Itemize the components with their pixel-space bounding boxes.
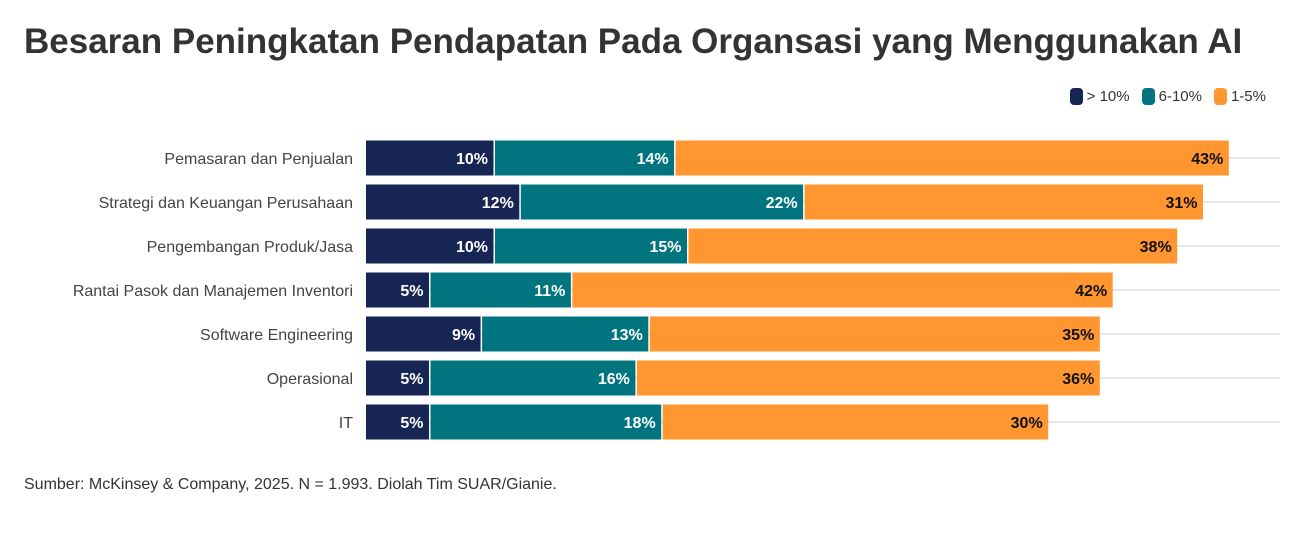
- bar-pemasaran-dan-penjualan-10[interactable]: [366, 140, 494, 176]
- value-label-pengembangan-produk-jasa-6-10: 15%: [649, 239, 681, 256]
- value-label-it-10: 5%: [400, 415, 423, 432]
- bar-it-1-5[interactable]: [662, 404, 1049, 440]
- bar-rantai-pasok-dan-manajemen-inventori-10[interactable]: [366, 272, 429, 308]
- legend-item-gt10[interactable]: > 10%: [1069, 88, 1130, 105]
- value-label-operasional-1-5: 36%: [1062, 371, 1094, 388]
- legend-item-6-10[interactable]: 6-10%: [1141, 88, 1202, 105]
- value-label-rantai-pasok-dan-manajemen-inventori-1-5: 42%: [1075, 283, 1107, 300]
- chart-title: Besaran Peningkatan Pendapatan Pada Orga…: [24, 22, 1243, 61]
- value-label-rantai-pasok-dan-manajemen-inventori-6-10: 11%: [534, 283, 565, 300]
- legend-swatch-1-5: [1213, 88, 1227, 105]
- bar-pemasaran-dan-penjualan-6-10[interactable]: [495, 140, 675, 176]
- value-label-strategi-dan-keuangan-perusahaan-6-10: 22%: [766, 195, 798, 212]
- bar-pengembangan-produk-jasa-10[interactable]: [366, 228, 494, 264]
- bar-rantai-pasok-dan-manajemen-inventori-6-10[interactable]: [430, 272, 571, 308]
- value-label-it-1-5: 30%: [1011, 415, 1043, 432]
- value-label-strategi-dan-keuangan-perusahaan-1-5: 31%: [1165, 195, 1197, 212]
- bar-pemasaran-dan-penjualan-1-5[interactable]: [675, 140, 1229, 176]
- bar-pengembangan-produk-jasa-6-10[interactable]: [495, 228, 687, 264]
- bar-rantai-pasok-dan-manajemen-inventori-1-5[interactable]: [572, 272, 1113, 308]
- bar-pengembangan-produk-jasa-1-5[interactable]: [688, 228, 1178, 264]
- legend-swatch-6-10: [1141, 88, 1155, 105]
- value-label-pemasaran-dan-penjualan-10: 10%: [456, 151, 488, 168]
- value-label-pengembangan-produk-jasa-1-5: 38%: [1140, 239, 1172, 256]
- value-label-pemasaran-dan-penjualan-1-5: 43%: [1191, 151, 1223, 168]
- stacked-bar-chart: Pemasaran dan Penjualan 10% 14% 43% Strategi…: [73, 140, 1280, 440]
- bar-operasional-1-5[interactable]: [636, 360, 1100, 396]
- value-label-pengembangan-produk-jasa-10: 10%: [456, 239, 488, 256]
- category-label-software-engineering: Software Engineering: [200, 327, 353, 344]
- value-label-pemasaran-dan-penjualan-6-10: 14%: [637, 151, 669, 168]
- legend-label-gt10: > 10%: [1086, 88, 1130, 105]
- bar-it-6-10[interactable]: [430, 404, 662, 440]
- bar-software-engineering-1-5[interactable]: [649, 316, 1100, 352]
- value-label-software-engineering-1-5: 35%: [1062, 327, 1094, 344]
- source-note: Sumber: McKinsey & Company, 2025. N = 1.…: [24, 476, 557, 493]
- bar-software-engineering-6-10[interactable]: [482, 316, 649, 352]
- category-label-it: IT: [339, 415, 353, 432]
- value-label-rantai-pasok-dan-manajemen-inventori-10: 5%: [400, 283, 423, 300]
- bar-strategi-dan-keuangan-perusahaan-1-5[interactable]: [804, 184, 1203, 220]
- value-label-operasional-10: 5%: [400, 371, 423, 388]
- bar-strategi-dan-keuangan-perusahaan-10[interactable]: [366, 184, 520, 220]
- category-label-strategi-dan-keuangan-perusahaan: Strategi dan Keuangan Perusahaan: [99, 195, 353, 212]
- value-label-it-6-10: 18%: [624, 415, 656, 432]
- bar-strategi-dan-keuangan-perusahaan-6-10[interactable]: [520, 184, 804, 220]
- category-label-pemasaran-dan-penjualan: Pemasaran dan Penjualan: [164, 151, 353, 168]
- bar-operasional-6-10[interactable]: [430, 360, 636, 396]
- value-label-strategi-dan-keuangan-perusahaan-10: 12%: [482, 195, 514, 212]
- category-label-rantai-pasok-dan-manajemen-inventori: Rantai Pasok dan Manajemen Inventori: [73, 283, 353, 300]
- bar-software-engineering-10[interactable]: [366, 316, 481, 352]
- bar-operasional-10[interactable]: [366, 360, 429, 396]
- legend-item-1-5[interactable]: 1-5%: [1213, 88, 1266, 105]
- value-label-software-engineering-6-10: 13%: [611, 327, 643, 344]
- legend: > 10% 6-10% 1-5%: [1069, 88, 1266, 105]
- bar-it-10[interactable]: [366, 404, 429, 440]
- category-label-operasional: Operasional: [267, 371, 353, 388]
- category-label-pengembangan-produk-jasa: Pengembangan Produk/Jasa: [147, 239, 353, 256]
- legend-label-1-5: 1-5%: [1230, 88, 1266, 105]
- legend-label-6-10: 6-10%: [1158, 88, 1202, 105]
- value-label-software-engineering-10: 9%: [452, 327, 475, 344]
- value-label-operasional-6-10: 16%: [598, 371, 630, 388]
- legend-swatch-gt10: [1069, 88, 1083, 105]
